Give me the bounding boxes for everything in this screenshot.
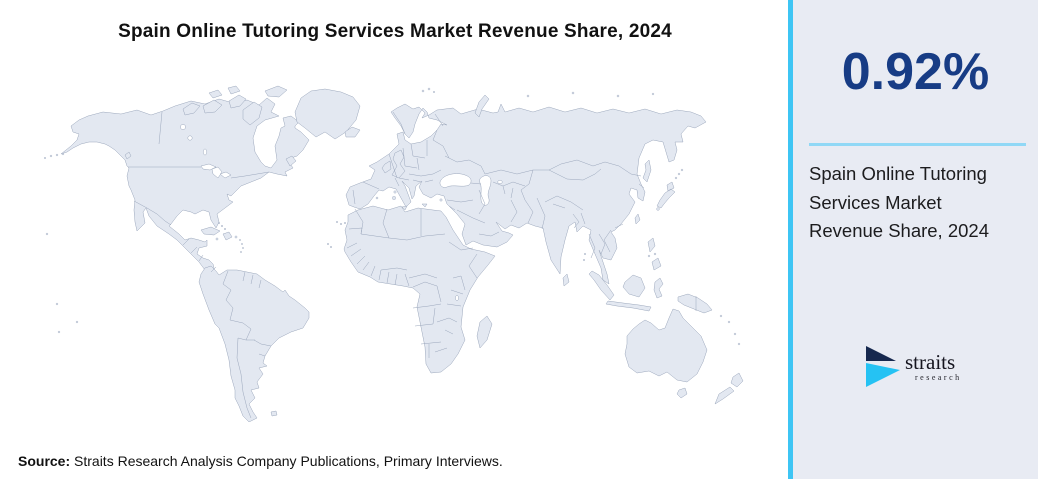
greenland (294, 88, 361, 140)
new-guinea (677, 293, 713, 314)
logo-subtext: research (915, 373, 962, 382)
japan (656, 181, 676, 209)
world-map (33, 82, 778, 423)
sakhalin (642, 159, 652, 183)
british-isles (344, 126, 406, 179)
australia-landmass (624, 308, 708, 383)
eurasia-landmass (345, 103, 707, 285)
sulawesi (653, 277, 664, 299)
panel-description: Spain Online Tutoring Services Market Re… (809, 160, 1024, 246)
borneo (622, 274, 646, 298)
country-borders-asia (444, 155, 697, 311)
panel-description-line: Revenue Share, 2024 (809, 220, 989, 241)
straits-logo: straits research (865, 344, 975, 388)
caribbean-islands (200, 203, 570, 417)
country-borders-europe (352, 111, 450, 205)
source-label: Source: (18, 453, 71, 469)
north-america-landmass (60, 97, 310, 281)
sumatra (588, 270, 615, 301)
lakes (180, 124, 503, 301)
south-america-landmass (198, 265, 310, 423)
island-specks (43, 87, 741, 346)
stat-value: 0.92% (841, 43, 990, 101)
tasmania (676, 387, 688, 399)
country-borders-africa (346, 208, 478, 358)
java (605, 300, 652, 312)
logo-wordmark: straits (905, 350, 956, 374)
new-zealand (714, 372, 744, 405)
philippines (647, 237, 662, 271)
madagascar (476, 315, 493, 349)
world-map-svg (43, 85, 744, 423)
arctic-islands (124, 85, 297, 167)
source-text: Straits Research Analysis Company Public… (70, 453, 503, 469)
taiwan (634, 213, 641, 225)
stat-panel: 0.92% Spain Online Tutoring Services Mar… (788, 0, 1038, 479)
panel-description-line: Spain Online Tutoring (809, 163, 987, 184)
panel-divider (809, 143, 1026, 146)
novaya-zemlya (474, 94, 490, 118)
country-borders-americas (128, 111, 272, 419)
page-title: Spain Online Tutoring Services Market Re… (118, 21, 672, 42)
straits-logo-mark-icon (866, 346, 900, 387)
source-note: Source: Straits Research Analysis Compan… (18, 453, 503, 469)
panel-description-line: Services Market (809, 191, 942, 213)
